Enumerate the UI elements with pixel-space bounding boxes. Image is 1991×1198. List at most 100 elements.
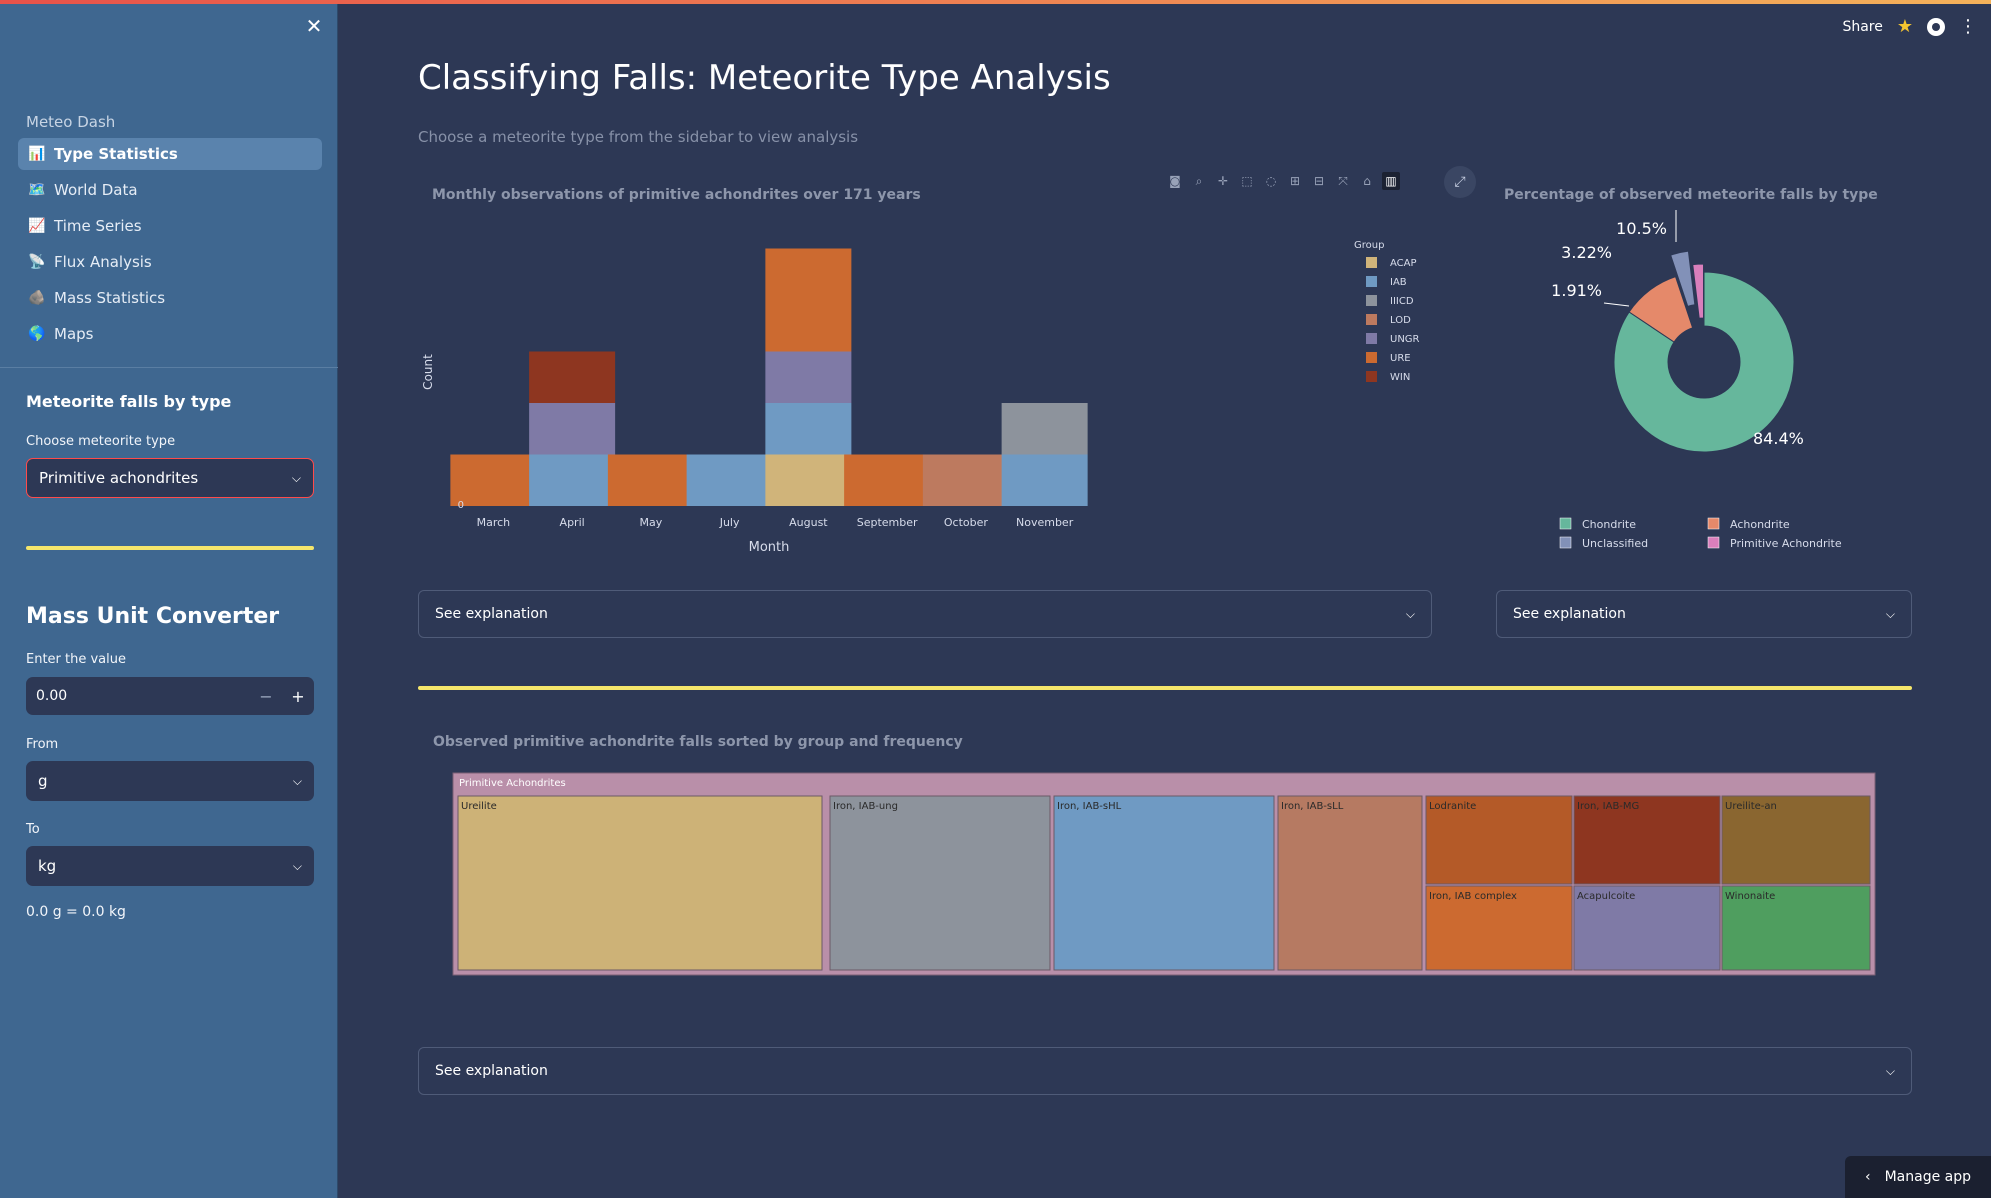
increment-icon[interactable]: + xyxy=(291,686,305,706)
camera-icon[interactable]: ◙ xyxy=(1169,174,1181,188)
pie-value-label: 3.22% xyxy=(1561,243,1612,262)
zoom-in-icon[interactable]: ⊞ xyxy=(1289,174,1301,188)
value-field[interactable]: 0.00 xyxy=(36,688,68,704)
manage-app-label: Manage app xyxy=(1884,1169,1972,1185)
zoom-out-icon[interactable]: ⊟ xyxy=(1313,174,1325,188)
bar-segment-iab[interactable] xyxy=(1001,454,1088,507)
treemap-cell[interactable] xyxy=(457,795,823,971)
explanation-expander[interactable]: See explanation ⌵ xyxy=(418,590,1432,638)
zoom-icon[interactable]: ⌕ xyxy=(1195,174,1203,188)
legend-item-iab[interactable]: IAB xyxy=(1390,277,1407,288)
treemap-cell-label: Winonaite xyxy=(1725,891,1775,902)
legend-swatch[interactable] xyxy=(1366,295,1377,306)
legend-swatch[interactable] xyxy=(1366,276,1377,287)
fullscreen-icon[interactable]: ⤢ xyxy=(1444,166,1476,198)
legend-item-ure[interactable]: URE xyxy=(1390,353,1411,364)
treemap-cell[interactable] xyxy=(1277,795,1423,971)
legend-item-acap[interactable]: ACAP xyxy=(1390,258,1417,269)
expander-label: See explanation xyxy=(435,1063,548,1079)
bar-segment-ure[interactable] xyxy=(450,454,537,507)
chevron-down-icon: ⌵ xyxy=(1885,606,1895,621)
legend-item-chondrite[interactable]: Chondrite xyxy=(1582,518,1636,531)
plotly-logo-icon[interactable]: ▥ xyxy=(1382,172,1400,190)
treemap-cell[interactable] xyxy=(1425,795,1573,885)
legend-swatch[interactable] xyxy=(1366,333,1377,344)
pie-chart-title: Percentage of observed meteorite falls b… xyxy=(1504,187,1878,203)
treemap-cell-label: Iron, IAB-ung xyxy=(833,801,898,812)
legend-swatch[interactable] xyxy=(1707,517,1720,530)
to-unit-select[interactable]: kg ⌵ xyxy=(26,846,314,886)
sidebar-item-type-statistics[interactable]: 📊 Type Statistics xyxy=(18,138,322,170)
legend-item-lod[interactable]: LOD xyxy=(1390,315,1411,326)
x-tick-label: July xyxy=(719,516,740,529)
pan-icon[interactable]: ✛ xyxy=(1217,174,1229,188)
bar-segment-iiicd[interactable] xyxy=(1001,403,1088,455)
star-icon[interactable]: ★ xyxy=(1896,16,1913,37)
treemap-cell[interactable] xyxy=(829,795,1051,971)
more-menu-icon[interactable]: ⋮ xyxy=(1959,16,1977,37)
bar-segment-ungr[interactable] xyxy=(529,403,616,455)
legend-swatch[interactable] xyxy=(1559,517,1572,530)
bar-segment-iab[interactable] xyxy=(686,454,773,507)
legend-swatch[interactable] xyxy=(1366,314,1377,325)
type-statistics-icon: 📊 xyxy=(28,146,46,162)
sidebar-item-mass-statistics[interactable]: 🪨 Mass Statistics xyxy=(18,282,322,314)
treemap-cell[interactable] xyxy=(1573,885,1721,971)
x-tick-label: October xyxy=(944,516,988,529)
legend-swatch[interactable] xyxy=(1559,536,1572,549)
explanation-expander[interactable]: See explanation ⌵ xyxy=(418,1047,1912,1095)
converter-title: Mass Unit Converter xyxy=(26,604,280,629)
bar-segment-acap[interactable] xyxy=(765,454,852,507)
legend-swatch[interactable] xyxy=(1707,536,1720,549)
explanation-expander[interactable]: See explanation ⌵ xyxy=(1496,590,1912,638)
bar-segment-ure[interactable] xyxy=(607,454,694,507)
sidebar-item-flux-analysis[interactable]: 📡 Flux Analysis xyxy=(18,246,322,278)
home-icon[interactable]: ⌂ xyxy=(1363,174,1371,188)
github-icon[interactable] xyxy=(1927,17,1945,36)
sidebar-item-world-data[interactable]: 🗺️ World Data xyxy=(18,174,322,206)
share-button[interactable]: Share xyxy=(1842,18,1883,35)
treemap-cell[interactable] xyxy=(1053,795,1275,971)
autoscale-icon[interactable]: ⤧ xyxy=(1338,174,1348,188)
legend-item-ungr[interactable]: UNGR xyxy=(1390,334,1420,345)
bar-segment-win[interactable] xyxy=(529,351,616,404)
treemap-cell[interactable] xyxy=(1425,885,1573,971)
from-unit-select[interactable]: g ⌵ xyxy=(26,761,314,801)
treemap-cell[interactable] xyxy=(1573,795,1721,885)
bar-segment-iab[interactable] xyxy=(529,454,616,507)
sidebar-item-maps[interactable]: 🌎 Maps xyxy=(18,318,322,350)
legend-item-primitive-achondrite[interactable]: Primitive Achondrite xyxy=(1730,537,1842,550)
legend-item-unclassified[interactable]: Unclassified xyxy=(1582,537,1648,550)
expander-label: See explanation xyxy=(435,606,548,622)
top-toolbar: Share ★ ⋮ xyxy=(1842,16,1977,37)
sidebar-item-time-series[interactable]: 📈 Time Series xyxy=(18,210,322,242)
pie-slice-chondrite[interactable] xyxy=(1613,271,1795,453)
legend-swatch[interactable] xyxy=(1366,257,1377,268)
value-number-input[interactable]: 0.00 − + xyxy=(26,677,314,715)
legend-item-achondrite[interactable]: Achondrite xyxy=(1730,518,1790,531)
lasso-icon[interactable]: ◌ xyxy=(1265,174,1277,188)
treemap-cell[interactable] xyxy=(1721,885,1871,971)
pie-slice-unclassified[interactable] xyxy=(1670,250,1696,308)
legend-item-iiicd[interactable]: IIICD xyxy=(1390,296,1414,307)
manage-app-button[interactable]: ‹ Manage app xyxy=(1845,1156,1991,1198)
box-select-icon[interactable]: ⬚ xyxy=(1241,174,1253,188)
close-sidebar-icon[interactable]: ✕ xyxy=(305,14,323,38)
bar-segment-lod[interactable] xyxy=(922,454,1009,507)
bar-segment-ungr[interactable] xyxy=(765,351,852,404)
bar-segment-ure[interactable] xyxy=(765,248,852,352)
x-tick-label: September xyxy=(857,516,918,529)
nav-app-name[interactable]: Meteo Dash xyxy=(26,113,116,131)
pie-slice-primitive-achondrite[interactable] xyxy=(1692,263,1705,319)
pie-slice-achondrite[interactable] xyxy=(1628,275,1694,343)
treemap-cell-label: Ureilite-an xyxy=(1725,801,1777,812)
bar-segment-ure[interactable] xyxy=(844,454,931,507)
bar-segment-iab[interactable] xyxy=(765,403,852,455)
meteorite-type-select[interactable]: Primitive achondrites ⌵ xyxy=(26,458,314,498)
legend-swatch[interactable] xyxy=(1366,371,1377,382)
legend-item-win[interactable]: WIN xyxy=(1390,372,1410,383)
legend-swatch[interactable] xyxy=(1366,352,1377,363)
to-unit-value: kg xyxy=(38,857,57,875)
treemap-cell[interactable] xyxy=(1721,795,1871,885)
decrement-icon[interactable]: − xyxy=(259,686,273,706)
